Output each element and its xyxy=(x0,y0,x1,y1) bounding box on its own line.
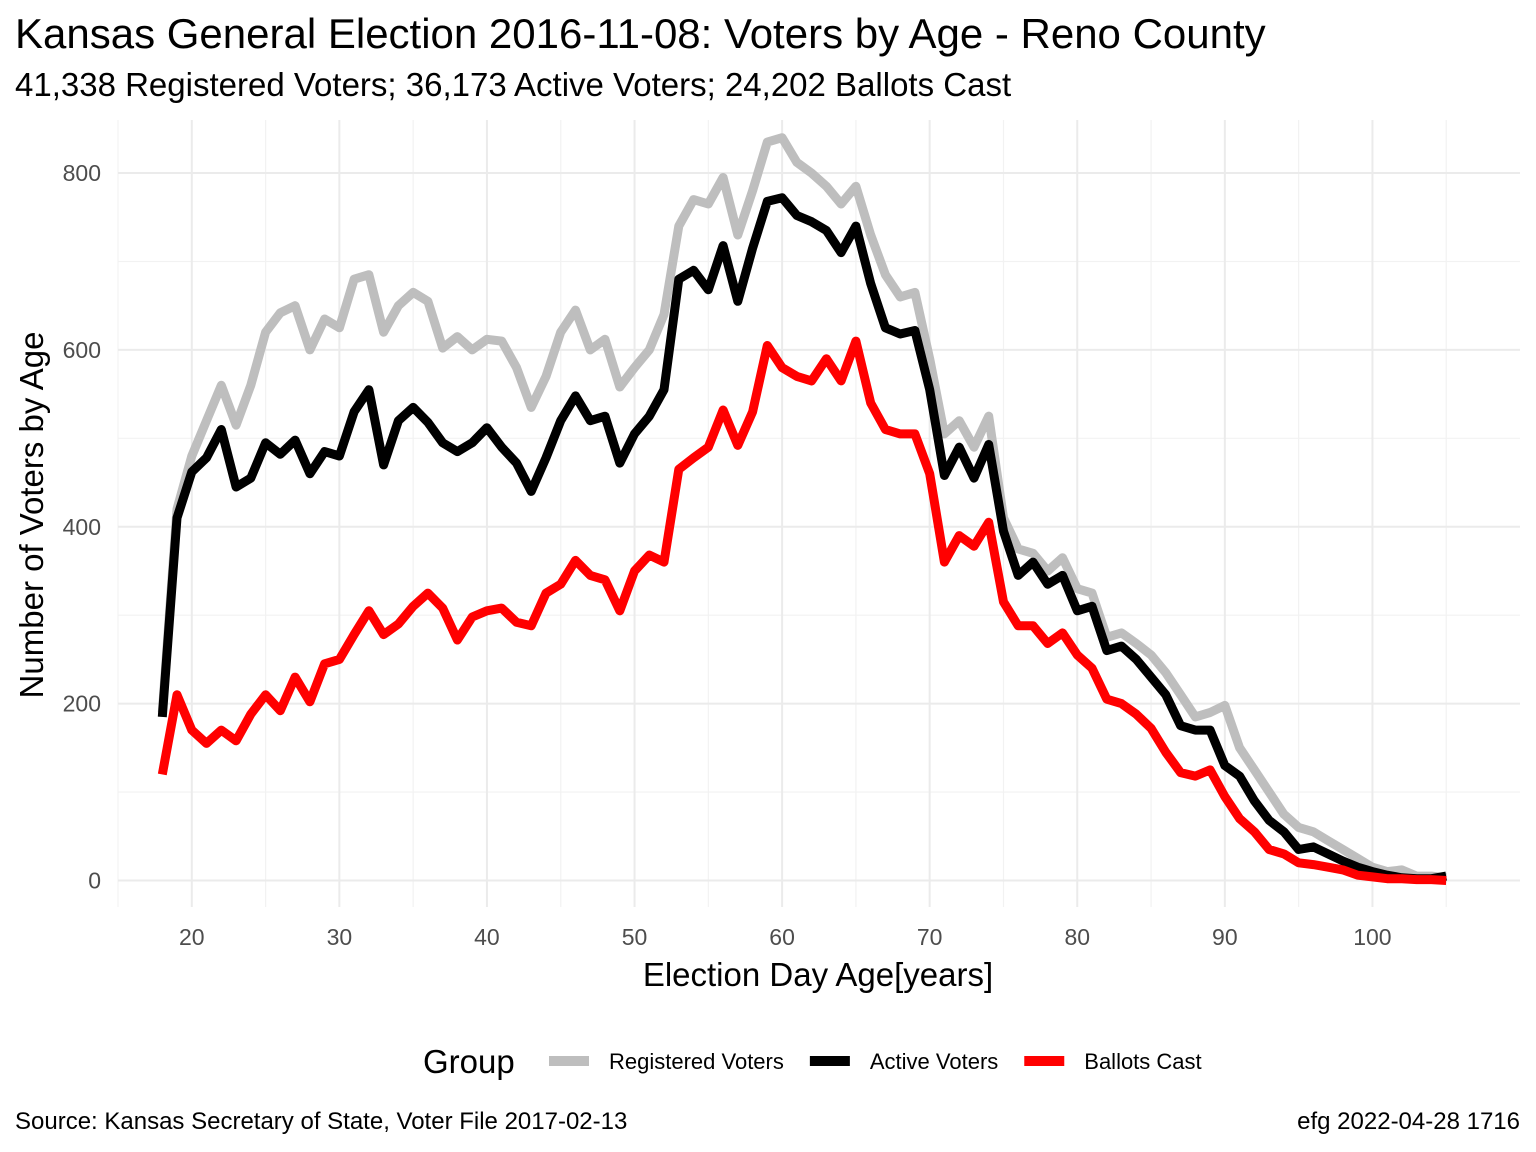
x-tick-label: 40 xyxy=(474,924,500,950)
series-line-active-voters xyxy=(157,193,1447,884)
x-tick-label: 100 xyxy=(1353,924,1391,950)
x-tick-label: 90 xyxy=(1212,924,1238,950)
legend-label-registered-voters: Registered Voters xyxy=(609,1049,784,1074)
y-tick-label: 800 xyxy=(63,160,101,186)
y-tick-label: 400 xyxy=(63,514,101,540)
y-tick-label: 0 xyxy=(88,867,101,893)
y-axis-ticks: 0 200 400 600 800 xyxy=(63,160,101,893)
series-line-ballots-cast xyxy=(157,336,1447,885)
series-lines xyxy=(157,133,1447,885)
caption-source: Source: Kansas Secretary of State, Voter… xyxy=(15,1108,628,1135)
x-tick-label: 20 xyxy=(179,924,205,950)
chart-subtitle: 41,338 Registered Voters; 36,173 Active … xyxy=(15,66,1012,103)
legend: Group Registered Voters Active Voters Ball… xyxy=(423,1043,1202,1080)
legend-label-ballots-cast: Ballots Cast xyxy=(1084,1049,1201,1074)
series-line-registered-voters xyxy=(157,133,1447,883)
x-axis-ticks: 20 30 40 50 60 70 80 90 100 xyxy=(179,924,1392,950)
chart-title: Kansas General Election 2016-11-08: Vote… xyxy=(15,10,1266,57)
x-tick-label: 50 xyxy=(622,924,648,950)
legend-label-active-voters: Active Voters xyxy=(870,1049,998,1074)
grid-lines xyxy=(117,120,1520,907)
y-axis-title: Number of Voters by Age xyxy=(13,332,50,699)
x-tick-label: 80 xyxy=(1064,924,1090,950)
y-tick-label: 200 xyxy=(63,691,101,717)
x-tick-label: 60 xyxy=(769,924,795,950)
x-tick-label: 70 xyxy=(917,924,943,950)
caption-credit: efg 2022-04-28 1716 xyxy=(1297,1108,1520,1135)
x-tick-label: 30 xyxy=(327,924,353,950)
x-axis-title: Election Day Age[years] xyxy=(643,956,993,993)
y-tick-label: 600 xyxy=(63,337,101,363)
legend-title: Group xyxy=(423,1043,515,1080)
